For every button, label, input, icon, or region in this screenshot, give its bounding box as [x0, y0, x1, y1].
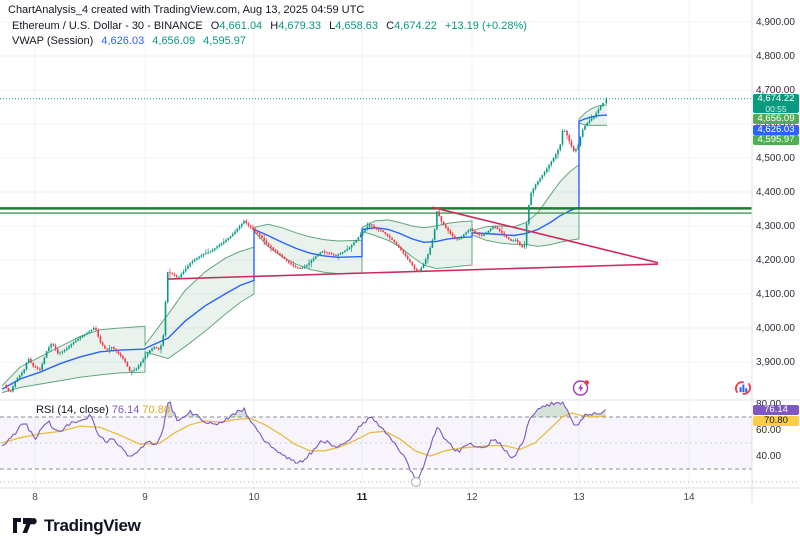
high-value: 4,679.33: [278, 20, 322, 32]
vwap-label: VWAP (Session): [12, 35, 94, 47]
price-axis-label: 3,900.00: [756, 357, 795, 368]
price-badge: 4,626.03: [753, 124, 799, 135]
countdown-timer: 00:55: [765, 104, 787, 113]
brand-text: TradingView: [44, 515, 141, 535]
vwap-value: 4,626.03: [101, 35, 145, 47]
price-axis-label: 4,300.00: [756, 221, 795, 232]
time-axis-label: 12: [466, 492, 478, 503]
price-axis-label: 4,900.00: [756, 17, 795, 28]
price-axis-label: 4,400.00: [756, 187, 795, 198]
symbol-title: Ethereum / U.S. Dollar - 30 - BINANCE: [12, 20, 203, 32]
price-axis-label: 4,800.00: [756, 51, 795, 62]
rsi-axis-label: 80.00: [756, 399, 781, 410]
price-axis-label: 4,000.00: [756, 323, 795, 334]
time-axis-label: 11: [356, 492, 368, 503]
price-badge: 76.14: [753, 405, 799, 415]
time-axis-label: 13: [573, 492, 585, 503]
tradingview-logo-icon: [13, 518, 37, 533]
time-axis-label: 9: [142, 492, 148, 503]
price-axis-label: 4,100.00: [756, 289, 795, 300]
lightning-event-icon[interactable]: [572, 379, 590, 397]
attribution-text: ChartAnalysis_4 created with TradingView…: [8, 4, 365, 16]
rsi-value: 76.14: [111, 404, 140, 416]
price-badge: 4,656.09: [753, 114, 799, 124]
change-value: +13.19 (+0.28%): [444, 20, 527, 32]
low-label: L: [329, 20, 336, 32]
close-label: C: [386, 20, 395, 32]
rsi-axis-label: 40.00: [756, 451, 782, 462]
rsi-axis-label: 60.00: [756, 425, 782, 436]
symbol-legend[interactable]: Ethereum / U.S. Dollar - 30 - BINANCE O4…: [12, 20, 532, 32]
price-badge: 4,595.97: [753, 135, 799, 145]
price-axis-label: 4,700.00: [756, 85, 795, 96]
pane-resize-handle[interactable]: [410, 476, 422, 488]
high-label: H: [270, 20, 279, 32]
close-value: 4,674.22: [394, 20, 437, 32]
vwap-legend[interactable]: VWAP (Session) 4,626.03 4,656.09 4,595.9…: [12, 35, 251, 47]
time-axis-label: 10: [248, 492, 260, 503]
rsi-legend[interactable]: RSI (14, close) 76.14 70.80: [36, 404, 170, 416]
price-axis-label: 4,200.00: [756, 255, 795, 266]
time-axis-label: 8: [32, 492, 38, 503]
price-badge: 4,674.22 00:55: [753, 94, 799, 113]
open-value: 4,661.04: [219, 20, 263, 32]
price-axis-label: 4,500.00: [756, 153, 795, 164]
rsi-ma-value: 70.80: [142, 404, 170, 416]
time-axis-label: 14: [683, 492, 695, 503]
vwap-upper-value: 4,656.09: [152, 35, 196, 47]
low-value: 4,658.63: [335, 20, 379, 32]
market-event-icon[interactable]: [734, 379, 752, 397]
open-label: O: [210, 20, 220, 32]
rsi-label: RSI (14, close): [36, 404, 109, 416]
price-badge: 70.80: [753, 415, 799, 426]
tradingview-brand[interactable]: TradingView: [12, 515, 141, 536]
vwap-lower-value: 4,595.97: [203, 35, 246, 47]
